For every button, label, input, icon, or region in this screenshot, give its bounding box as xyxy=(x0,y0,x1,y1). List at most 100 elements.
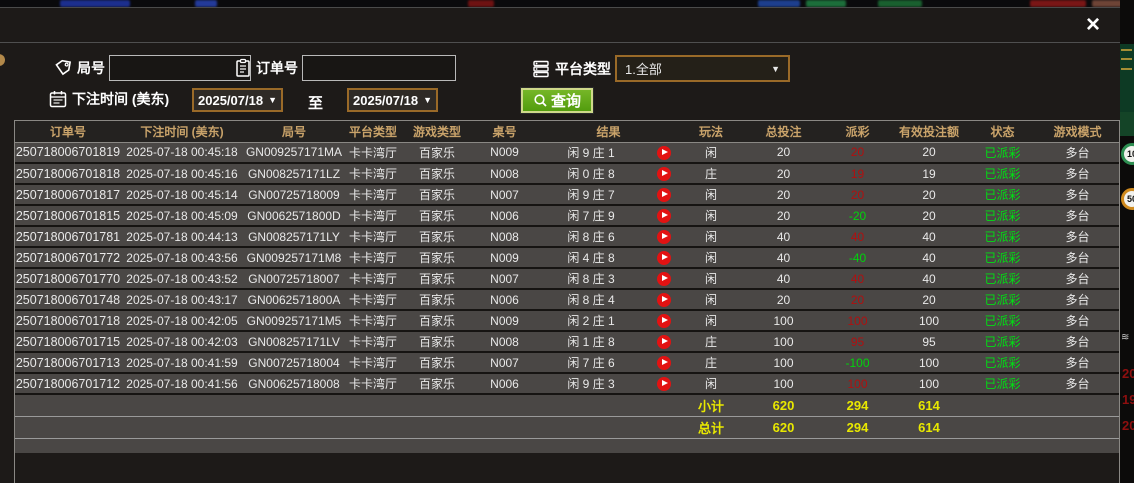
cell-game-no: GN009257171M8 xyxy=(243,247,345,269)
cell-game-no: GN0062571800A xyxy=(243,289,345,311)
cell-game-mode: 多台 xyxy=(1036,205,1120,227)
empty-row xyxy=(15,438,1120,453)
chip-50-icon: 50 xyxy=(1121,188,1134,210)
order-no-label: 订单号 xyxy=(256,60,298,76)
play-icon[interactable] xyxy=(656,145,671,160)
cell-status: 已派彩 xyxy=(969,310,1037,332)
clipboard-icon xyxy=(234,58,252,78)
table-row: 250718006701713 2025-07-18 00:41:59 GN00… xyxy=(15,352,1120,374)
platform-type-select[interactable]: 1.全部 ▼ xyxy=(615,55,790,82)
date-to-label: 至 xyxy=(308,95,324,112)
cell-platform: 卡卡湾厅 xyxy=(345,268,401,290)
cell-status: 已派彩 xyxy=(969,184,1037,206)
cell-status: 已派彩 xyxy=(969,352,1037,374)
play-icon[interactable] xyxy=(656,250,671,265)
bet-records-table: 订单号 下注时间 (美东) 局号 平台类型 游戏类型 桌号 结果 玩法 总投注 … xyxy=(14,120,1120,483)
cell-game-type: 百家乐 xyxy=(401,331,473,353)
play-icon[interactable] xyxy=(656,229,671,244)
background-number: 20 xyxy=(1122,366,1134,381)
play-icon[interactable] xyxy=(656,355,671,370)
cell-bet-time: 2025-07-18 00:41:56 xyxy=(121,373,243,395)
play-icon[interactable] xyxy=(656,292,671,307)
close-icon[interactable]: × xyxy=(1085,11,1100,38)
cell-platform: 卡卡湾厅 xyxy=(345,247,401,269)
cell-valid-bet: 20 xyxy=(889,205,970,227)
date-from-picker[interactable]: 2025/07/18 ▼ xyxy=(192,88,283,112)
search-button[interactable]: 查询 xyxy=(520,87,594,114)
cell-play: 闲 xyxy=(681,373,742,395)
cell-order-no: 250718006701781 xyxy=(15,226,121,248)
cell-table-no: N008 xyxy=(473,163,536,185)
cell-payout: -20 xyxy=(826,205,890,227)
cell-payout: 20 xyxy=(826,184,890,206)
cell-valid-bet: 100 xyxy=(889,352,970,374)
cell-order-no: 250718006701815 xyxy=(15,205,121,227)
platform-type-label: 平台类型 xyxy=(555,60,611,77)
play-icon[interactable] xyxy=(656,208,671,223)
cell-payout: 100 xyxy=(826,310,890,332)
cell-play: 闲 xyxy=(681,268,742,290)
cell-game-no: GN009257171M5 xyxy=(243,310,345,332)
cell-status: 已派彩 xyxy=(969,289,1037,311)
background-panel xyxy=(1120,44,1134,112)
cell-play: 闲 xyxy=(681,142,742,164)
play-icon[interactable] xyxy=(656,376,671,391)
col-bet-time: 下注时间 (美东) xyxy=(121,121,243,143)
col-game-no: 局号 xyxy=(243,121,345,143)
cell-valid-bet: 40 xyxy=(889,226,970,248)
cell-replay xyxy=(646,289,682,311)
game-no-label: 局号 xyxy=(77,60,105,76)
background-gold-fragment xyxy=(0,54,5,66)
cell-platform: 卡卡湾厅 xyxy=(345,331,401,353)
cell-game-no: GN008257171LV xyxy=(243,331,345,353)
cell-game-mode: 多台 xyxy=(1036,268,1120,290)
play-icon[interactable] xyxy=(656,166,671,181)
cell-result: 闲 7 庄 6 xyxy=(536,352,646,374)
cell-order-no: 250718006701819 xyxy=(15,142,121,164)
cell-bet-time: 2025-07-18 00:44:13 xyxy=(121,226,243,248)
cell-platform: 卡卡湾厅 xyxy=(345,163,401,185)
col-status: 状态 xyxy=(969,121,1037,143)
cell-game-mode: 多台 xyxy=(1036,352,1120,374)
cell-order-no: 250718006701770 xyxy=(15,268,121,290)
cell-game-mode: 多台 xyxy=(1036,247,1120,269)
background-number: 20 xyxy=(1122,418,1134,433)
cell-game-type: 百家乐 xyxy=(401,289,473,311)
play-icon[interactable] xyxy=(656,271,671,286)
cell-game-no: GN00725718004 xyxy=(243,352,345,374)
cell-total-bet: 40 xyxy=(741,226,827,248)
cell-status: 已派彩 xyxy=(969,163,1037,185)
cell-game-type: 百家乐 xyxy=(401,310,473,332)
search-button-label: 查询 xyxy=(550,93,581,110)
date-to-picker[interactable]: 2025/07/18 ▼ xyxy=(347,88,438,112)
cell-order-no: 250718006701748 xyxy=(15,289,121,311)
search-icon xyxy=(533,93,548,108)
cell-game-no: GN009257171MA xyxy=(243,142,345,164)
cell-replay xyxy=(646,205,682,227)
cell-game-type: 百家乐 xyxy=(401,247,473,269)
cell-order-no: 250718006701715 xyxy=(15,331,121,353)
cell-payout: 95 xyxy=(826,331,890,353)
cell-bet-time: 2025-07-18 00:45:16 xyxy=(121,163,243,185)
grand-total-label: 总计 xyxy=(681,416,742,439)
play-icon[interactable] xyxy=(656,334,671,349)
cell-valid-bet: 19 xyxy=(889,163,970,185)
chevron-down-icon: ▼ xyxy=(268,95,277,105)
cell-game-mode: 多台 xyxy=(1036,226,1120,248)
play-icon[interactable] xyxy=(656,187,671,202)
cell-replay xyxy=(646,184,682,206)
order-no-input[interactable] xyxy=(302,55,456,81)
cell-status: 已派彩 xyxy=(969,331,1037,353)
table-row: 250718006701712 2025-07-18 00:41:56 GN00… xyxy=(15,373,1120,395)
table-header-row: 订单号 下注时间 (美东) 局号 平台类型 游戏类型 桌号 结果 玩法 总投注 … xyxy=(15,121,1120,143)
cell-payout: 20 xyxy=(826,142,890,164)
cell-table-no: N007 xyxy=(473,352,536,374)
cell-table-no: N009 xyxy=(473,310,536,332)
game-no-input[interactable] xyxy=(109,55,251,81)
cell-play: 庄 xyxy=(681,331,742,353)
cell-total-bet: 20 xyxy=(741,205,827,227)
cell-game-type: 百家乐 xyxy=(401,352,473,374)
play-icon[interactable] xyxy=(656,313,671,328)
cell-platform: 卡卡湾厅 xyxy=(345,142,401,164)
cell-play: 闲 xyxy=(681,310,742,332)
